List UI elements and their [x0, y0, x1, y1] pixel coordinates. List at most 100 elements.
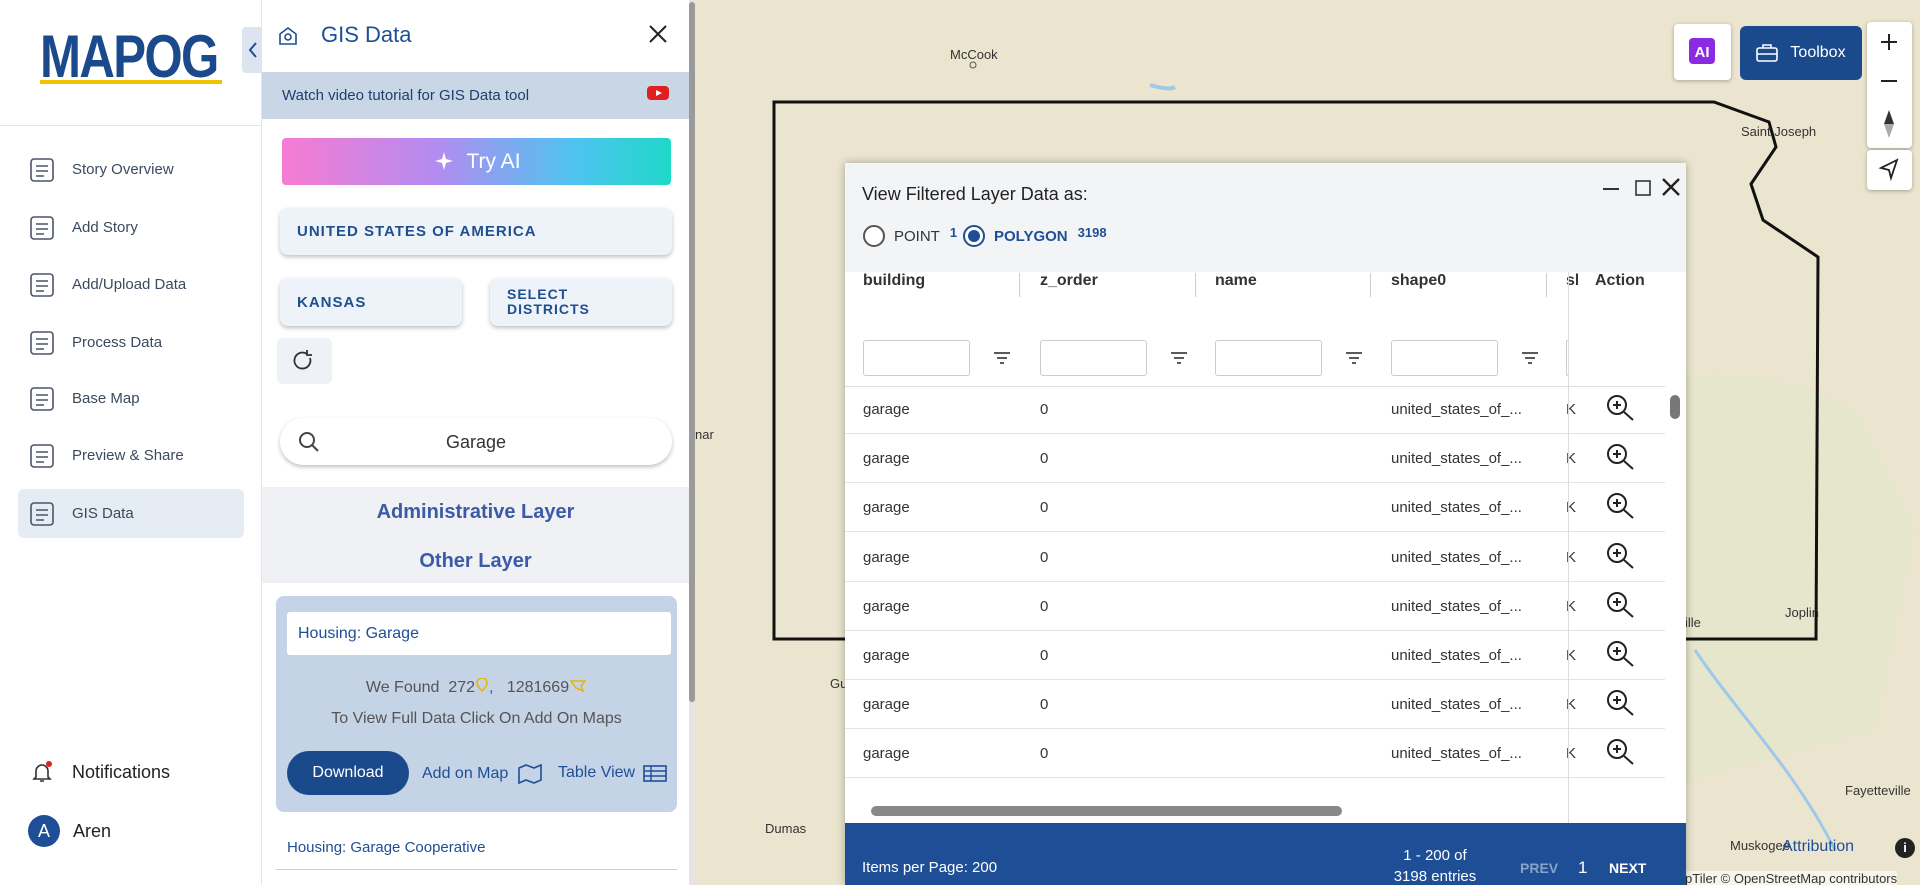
zoom-in[interactable]: [1881, 34, 1897, 50]
items-per-page[interactable]: Items per Page: 200: [862, 859, 998, 876]
gis-icon: [279, 27, 297, 45]
radio[interactable]: [862, 223, 888, 249]
compass[interactable]: [1884, 110, 1894, 124]
zoom-to-row[interactable]: [1605, 639, 1635, 674]
nav-item[interactable]: Base Map: [18, 374, 244, 423]
filter-icon[interactable]: [993, 349, 1011, 372]
filter-icon[interactable]: [1345, 349, 1363, 372]
other-layer-tab[interactable]: Other Layer: [419, 550, 532, 572]
locate-button[interactable]: [1867, 150, 1912, 190]
next-button[interactable]: NEXT: [1609, 860, 1647, 876]
zoom-to-row[interactable]: [1605, 737, 1635, 772]
nav-icon: [30, 386, 54, 411]
table-cell: 0: [1040, 450, 1049, 468]
reset-button[interactable]: [277, 338, 332, 384]
v-scroll-thumb[interactable]: [1670, 395, 1680, 419]
country-button[interactable]: UNITED STATES OF AMERICA: [280, 208, 672, 255]
search-box[interactable]: Garage: [280, 418, 672, 465]
nav-item[interactable]: Process Data: [18, 318, 244, 367]
add-on-map-button[interactable]: Add on Map: [422, 763, 544, 785]
download-button[interactable]: Download: [287, 751, 409, 795]
nav-item[interactable]: Add Story: [18, 203, 244, 252]
filter-input[interactable]: [1040, 340, 1147, 376]
admin-layer-tab[interactable]: Administrative Layer: [376, 501, 575, 523]
table-cell: garage: [863, 548, 910, 566]
nav-label: Add/Upload Data: [72, 276, 187, 293]
collapse-button[interactable]: [242, 27, 264, 73]
zoom-to-row[interactable]: [1605, 541, 1635, 576]
try-ai-label: Try AI: [466, 149, 521, 173]
table-view-label: Table View: [558, 764, 636, 781]
attribution[interactable]: Attribution: [1782, 838, 1855, 855]
bell-icon: [32, 761, 52, 782]
map-label: Dumas: [765, 821, 807, 836]
window-controls: [1603, 178, 1680, 196]
row-line: [845, 531, 1665, 533]
zoom-to-row[interactable]: [1605, 393, 1635, 428]
option-label: POLYGON: [994, 227, 1068, 245]
logo[interactable]: MAPOG: [40, 23, 219, 90]
nav-item[interactable]: Story Overview: [18, 145, 244, 194]
nav-icon: [30, 501, 54, 526]
row-line: [845, 629, 1665, 631]
h-scroll-thumb[interactable]: [871, 806, 1342, 816]
found-line: We Found 272, 1281669: [276, 677, 677, 697]
filter-input[interactable]: [1391, 340, 1498, 376]
window-header: View Filtered Layer Data as: POINT 1 POLYG…: [845, 163, 1686, 272]
filter-input[interactable]: [863, 340, 970, 376]
avatar[interactable]: A: [28, 815, 60, 847]
try-ai-button[interactable]: Try AI: [282, 138, 671, 185]
table-cell: K: [1566, 548, 1577, 566]
column-separator: [1545, 273, 1547, 297]
column-separator: [1370, 273, 1371, 297]
view-option[interactable]: POINT 1: [862, 223, 957, 249]
column-header[interactable]: name: [1215, 272, 1257, 289]
state-button[interactable]: KANSAS: [280, 278, 462, 326]
layer-card: Housing: Garage We Found 272, 1281669 To…: [276, 596, 677, 812]
nav-item[interactable]: GIS Data: [18, 489, 244, 538]
close-window[interactable]: [1662, 178, 1680, 196]
table-cell: 0: [1040, 548, 1049, 566]
zoom-to-row[interactable]: [1605, 442, 1635, 477]
scrollbar-thumb[interactable]: [689, 2, 695, 702]
radio[interactable]: [962, 223, 988, 249]
nav-item[interactable]: Preview & Share: [18, 431, 244, 480]
column-header[interactable]: sl: [1566, 272, 1578, 289]
nav-icon: [30, 272, 54, 297]
filter-icon[interactable]: [1521, 349, 1539, 372]
column-header[interactable]: building: [863, 272, 926, 289]
table-cell: united_states_of_...: [1391, 450, 1522, 468]
row-line: [845, 580, 1665, 582]
card-note: To View Full Data Click On Add On Maps: [331, 710, 622, 727]
maximize[interactable]: [1635, 180, 1651, 196]
zoom-to-row[interactable]: [1605, 590, 1635, 625]
nav-label: GIS Data: [72, 505, 134, 522]
filter-icon[interactable]: [1170, 349, 1188, 372]
view-option[interactable]: POLYGON 3198: [962, 223, 1107, 249]
toolbox-button[interactable]: Toolbox: [1740, 26, 1862, 80]
column-header[interactable]: shape0: [1391, 272, 1447, 289]
card-title: Housing: Garage: [287, 612, 671, 655]
zoom-to-row[interactable]: [1605, 491, 1635, 526]
tutorial-bar[interactable]: Watch video tutorial for GIS Data tool: [262, 72, 689, 119]
info-button[interactable]: i: [1895, 838, 1915, 858]
table-view-button[interactable]: Table View: [558, 763, 667, 783]
add-on-map-label: Add on Map: [422, 765, 509, 782]
column-header[interactable]: z_order: [1040, 272, 1098, 289]
zoom-to-row[interactable]: [1605, 688, 1635, 723]
logo-underline: [40, 80, 222, 84]
nav-item[interactable]: Add/Upload Data: [18, 260, 244, 309]
youtube-icon[interactable]: [646, 82, 670, 106]
prev-button[interactable]: PREV: [1520, 860, 1559, 876]
window-heading: View Filtered Layer Data as:: [862, 184, 1088, 204]
next-layer-item[interactable]: Housing: Garage Cooperative: [287, 839, 486, 856]
sidebar: MAPOG Story Overview Add Story Add/Upload …: [0, 0, 262, 885]
filter-input[interactable]: [1215, 340, 1322, 376]
districts-button[interactable]: SELECT DISTRICTS: [490, 278, 672, 326]
notifications[interactable]: Notifications: [30, 760, 170, 784]
row-line: [845, 433, 1665, 434]
row-line: [845, 482, 1665, 484]
ai-button[interactable]: AI: [1674, 24, 1731, 80]
table-cell: garage: [863, 499, 910, 517]
close-button[interactable]: [648, 24, 668, 44]
